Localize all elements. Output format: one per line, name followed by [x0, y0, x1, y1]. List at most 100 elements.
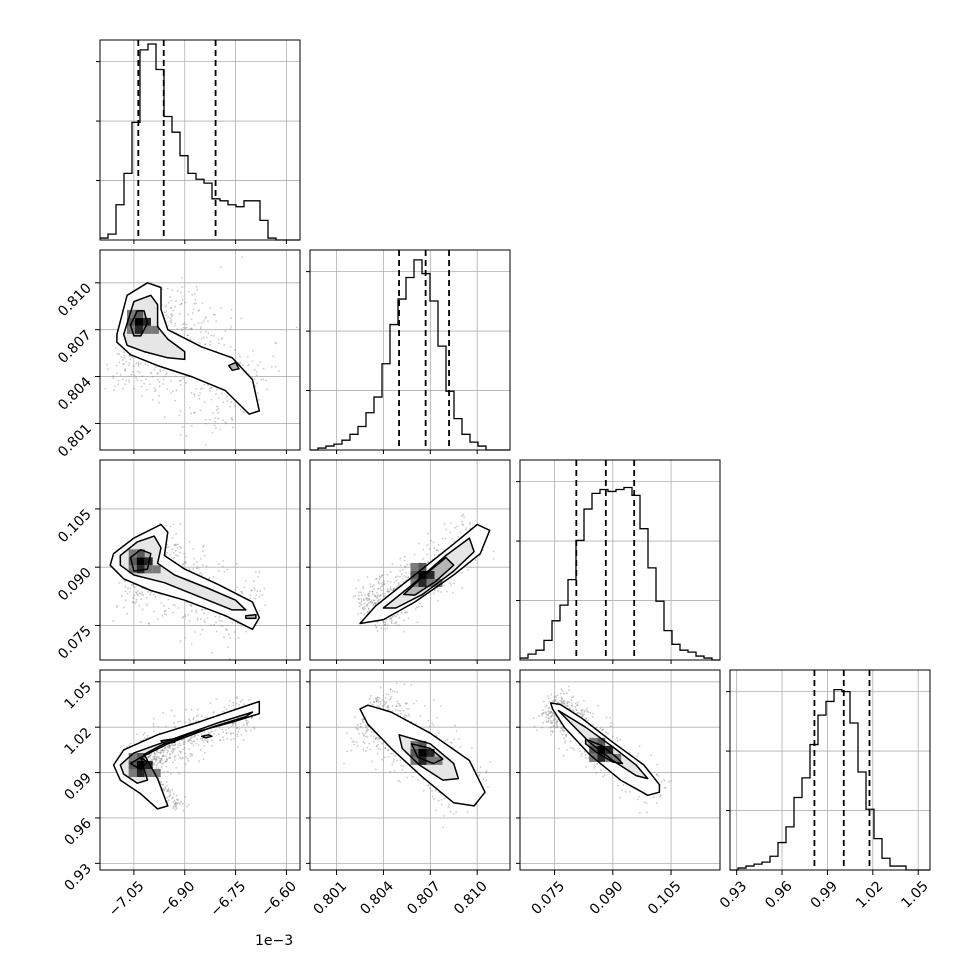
sample-point-1: [226, 629, 228, 632]
grid-layer: [100, 40, 930, 870]
sample-point-2: [172, 748, 175, 750]
sample-point-5: [547, 717, 550, 719]
sample-point-2: [192, 716, 195, 719]
sample-point-0: [118, 361, 121, 363]
sample-point-3: [390, 617, 392, 620]
sample-point-4: [356, 745, 359, 747]
sample-point-4: [350, 737, 353, 740]
ytick-label-1-0: 0.801: [55, 421, 95, 461]
sample-point-0: [152, 375, 154, 378]
sample-point-1: [213, 624, 216, 626]
sample-point-5: [656, 773, 658, 776]
sample-point-4: [400, 712, 402, 715]
sample-point-5: [587, 757, 590, 759]
density-cell-2-6: [128, 753, 137, 762]
sample-point-2: [156, 751, 159, 753]
sample-point-5: [565, 735, 567, 738]
sample-point-3: [380, 576, 383, 578]
sample-point-0: [140, 395, 143, 398]
density-cell-3-3: [418, 562, 427, 571]
xtick-label-1-3: 0.810: [451, 878, 491, 918]
sample-point-0: [255, 371, 258, 373]
contour-2-3: [160, 738, 176, 745]
sample-point-4: [402, 765, 405, 768]
sample-point-3: [418, 602, 421, 605]
sample-point-4: [477, 775, 480, 777]
sample-point-0: [295, 326, 298, 329]
sample-point-4: [446, 738, 449, 741]
xtick-label-2-1: 0.090: [587, 878, 627, 918]
sample-point-3: [387, 624, 389, 627]
sample-point-3: [469, 566, 471, 568]
sample-point-0: [181, 276, 184, 279]
sample-point-2: [222, 736, 224, 739]
sample-point-4: [365, 729, 368, 732]
sample-point-0: [214, 420, 217, 423]
sample-point-4: [361, 732, 364, 735]
sample-point-5: [552, 726, 555, 728]
sample-point-2: [173, 744, 175, 747]
sample-point-5: [550, 726, 553, 728]
sample-point-5: [548, 707, 550, 709]
sample-point-5: [604, 731, 607, 734]
sample-point-2: [162, 755, 165, 757]
sample-point-2: [232, 722, 234, 725]
sample-point-4: [466, 811, 469, 813]
sample-point-5: [601, 728, 604, 731]
sample-point-4: [366, 736, 369, 738]
sample-point-4: [394, 690, 396, 693]
sample-point-1: [257, 576, 259, 578]
sample-point-3: [376, 600, 379, 602]
sample-point-5: [549, 726, 552, 729]
sample-point-0: [266, 388, 269, 391]
sample-point-2: [183, 743, 186, 745]
sample-point-2: [235, 696, 238, 699]
sample-point-4: [415, 700, 418, 702]
ytick-label-2-1: 0.090: [55, 565, 95, 605]
sample-point-2: [164, 725, 167, 728]
sample-point-4: [397, 779, 400, 782]
sample-point-3: [386, 588, 389, 591]
sample-point-2: [169, 757, 171, 760]
sample-point-5: [548, 700, 550, 703]
sample-point-3: [453, 582, 455, 585]
sample-point-1: [231, 621, 234, 624]
sample-point-3: [414, 608, 417, 611]
sample-point-3: [367, 607, 370, 610]
sample-point-2: [166, 746, 169, 748]
sample-point-0: [164, 375, 166, 378]
sample-point-1: [199, 618, 202, 621]
sample-point-1: [169, 525, 172, 528]
sample-point-2: [169, 753, 172, 756]
sample-point-0: [199, 388, 202, 390]
sample-point-3: [407, 575, 410, 578]
sample-point-1: [145, 603, 148, 605]
sample-point-2: [180, 751, 183, 753]
sample-point-0: [184, 327, 187, 330]
sample-point-0: [205, 336, 208, 339]
sample-point-0: [200, 326, 202, 328]
sample-point-0: [230, 418, 233, 421]
contour-4-1: [398, 734, 460, 781]
sample-point-2: [209, 702, 212, 704]
sample-point-0: [120, 355, 123, 358]
sample-point-0: [162, 383, 164, 385]
density-cell-1-7: [152, 565, 161, 574]
sample-point-1: [203, 619, 206, 622]
sample-point-3: [367, 594, 370, 597]
sample-point-1: [253, 587, 256, 589]
sample-point-1: [256, 590, 259, 593]
sample-point-0: [215, 393, 217, 395]
sample-point-5: [596, 726, 598, 729]
sample-point-3: [369, 586, 372, 588]
sample-point-3: [397, 582, 400, 585]
sample-point-2: [194, 734, 197, 736]
sample-point-2: [237, 746, 240, 748]
sample-point-2: [155, 756, 158, 758]
sample-point-0: [165, 314, 168, 316]
sample-point-4: [362, 718, 365, 720]
sample-point-4: [482, 778, 485, 781]
sample-point-1: [127, 587, 129, 590]
sample-point-0: [256, 391, 259, 394]
sample-point-0: [220, 392, 223, 395]
